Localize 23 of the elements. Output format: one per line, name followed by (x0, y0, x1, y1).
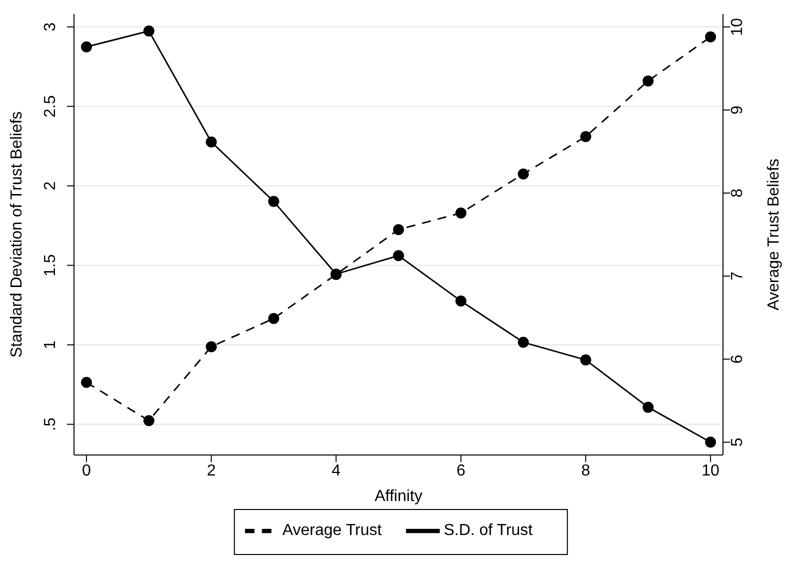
x-tick-label: 0 (82, 462, 92, 480)
x-axis-title: Affinity (374, 488, 422, 505)
y-axis-title: Standard Deviation of Trust Beliefs (8, 111, 26, 358)
y-tick-label: .5 (42, 418, 59, 431)
legend-label: Average Trust (282, 522, 382, 540)
y2-tick-label: 7 (729, 272, 746, 281)
y-tick-label: 2 (42, 181, 59, 190)
x-tick-label: 2 (206, 462, 216, 480)
y2-axis-title: Average Trust Beliefs (766, 158, 783, 310)
y-tick-label: 1 (42, 340, 59, 350)
y2-tick-label: 9 (729, 105, 746, 114)
x-tick-label: 8 (581, 462, 590, 480)
y-tick-label: 3 (42, 22, 59, 32)
y-tick-label: 1.5 (42, 254, 59, 276)
y2-tick-label: 5 (729, 438, 746, 447)
legend-label: S.D. of Trust (444, 522, 533, 540)
y-tick-label: 2.5 (42, 95, 59, 118)
y2-tick-label: 6 (729, 354, 746, 364)
x-tick-label: 6 (456, 462, 466, 480)
x-tick-label: 10 (702, 462, 720, 480)
y2-tick-label: 8 (729, 188, 746, 198)
y2-tick-label: 10 (729, 18, 746, 36)
x-tick-label: 4 (332, 462, 341, 480)
